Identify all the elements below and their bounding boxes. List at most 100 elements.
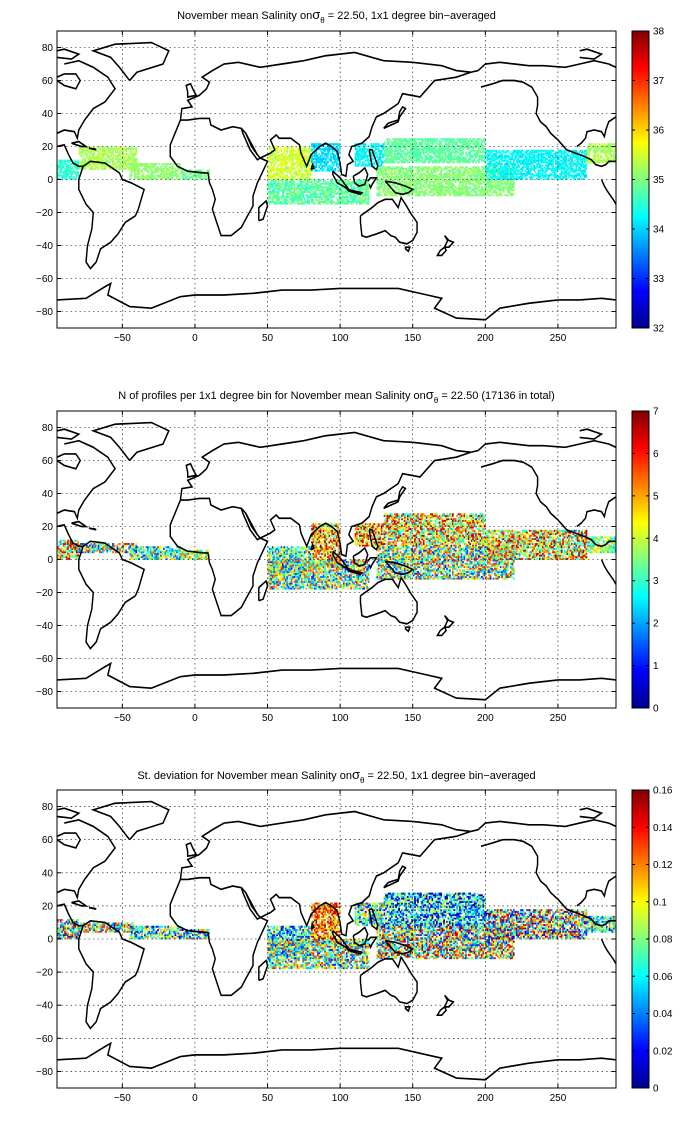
data-cell <box>527 161 530 164</box>
data-cell <box>313 184 316 187</box>
data-cell <box>99 151 101 154</box>
data-cell <box>70 172 72 175</box>
data-cell <box>359 161 361 164</box>
data-cell <box>83 167 85 170</box>
data-cell <box>132 164 135 167</box>
data-cell <box>144 166 146 169</box>
data-cell <box>303 148 306 151</box>
data-cell <box>383 144 386 147</box>
data-cell <box>271 200 274 203</box>
data-cell <box>93 163 96 165</box>
data-cell <box>406 141 409 144</box>
data-cell <box>148 166 151 169</box>
data-cell <box>338 189 341 192</box>
data-cell <box>431 159 434 162</box>
data-cell <box>459 169 461 172</box>
data-cell <box>380 179 383 182</box>
data-cell <box>422 148 425 151</box>
data-cell <box>268 186 271 189</box>
data-cell <box>388 187 390 190</box>
data-cell <box>71 167 74 170</box>
data-cell <box>446 161 448 164</box>
data-cell <box>86 161 88 164</box>
data-cell <box>480 191 483 193</box>
data-cell <box>386 174 389 177</box>
data-cell <box>84 166 87 169</box>
data-cell <box>435 167 438 170</box>
data-cell <box>293 167 296 170</box>
data-cell <box>327 181 329 184</box>
data-cell <box>87 164 90 167</box>
data-cell <box>534 149 537 152</box>
data-cell <box>462 138 464 141</box>
data-cell <box>453 141 456 144</box>
data-cell <box>289 197 292 200</box>
data-cell <box>523 172 525 175</box>
data-cell <box>473 171 476 174</box>
data-cell <box>133 167 136 170</box>
data-cell <box>388 159 390 162</box>
data-cell <box>119 166 122 169</box>
data-cell <box>370 146 373 149</box>
data-cell <box>319 192 322 195</box>
data-cell <box>501 179 504 182</box>
data-cell <box>268 197 271 200</box>
data-cell <box>295 146 297 149</box>
data-cell <box>168 171 171 174</box>
data-cell <box>449 186 451 189</box>
data-cell <box>189 176 191 179</box>
data-cell <box>440 171 443 174</box>
data-cell <box>367 192 370 195</box>
data-cell <box>380 151 383 154</box>
data-cell <box>440 159 443 162</box>
data-cell <box>486 189 489 192</box>
data-cell <box>289 202 292 205</box>
data-cell <box>305 148 308 151</box>
data-cell <box>515 159 518 162</box>
data-cell <box>440 191 443 193</box>
data-cell <box>329 189 332 192</box>
data-cell <box>318 189 321 192</box>
data-cell <box>78 167 81 170</box>
data-cell <box>467 179 470 182</box>
data-cell <box>525 174 528 177</box>
data-cell <box>313 161 316 164</box>
data-cell <box>482 194 485 197</box>
data-cell <box>531 174 534 177</box>
data-cell <box>316 161 319 164</box>
data-cell <box>459 171 461 174</box>
data-cell <box>87 163 90 165</box>
data-cell <box>138 172 141 175</box>
data-cell <box>419 194 422 197</box>
data-cell <box>440 172 443 175</box>
data-cell <box>149 174 152 177</box>
data-cell <box>284 159 287 162</box>
data-cell <box>64 167 67 170</box>
data-cell <box>505 187 508 190</box>
data-cell <box>385 166 387 169</box>
data-cell <box>412 143 415 146</box>
data-cell <box>276 192 278 195</box>
data-cell <box>525 164 528 167</box>
data-cell <box>431 181 434 184</box>
data-cell <box>104 167 107 170</box>
data-cell <box>525 149 528 152</box>
data-cell <box>450 192 453 195</box>
data-cell <box>408 139 411 142</box>
data-cell <box>178 164 181 167</box>
data-cell <box>408 161 411 164</box>
data-cell <box>292 148 294 151</box>
data-cell <box>447 153 450 156</box>
data-cell <box>357 154 360 157</box>
data-cell <box>440 167 443 170</box>
data-cell <box>492 149 495 152</box>
data-cell <box>511 179 514 182</box>
data-cell <box>329 179 332 182</box>
data-cell <box>396 186 399 189</box>
data-cell <box>287 192 290 195</box>
data-cell <box>334 158 337 160</box>
data-cell <box>359 148 361 151</box>
data-cell <box>327 154 329 157</box>
data-cell <box>284 156 287 159</box>
data-cell <box>428 192 431 195</box>
